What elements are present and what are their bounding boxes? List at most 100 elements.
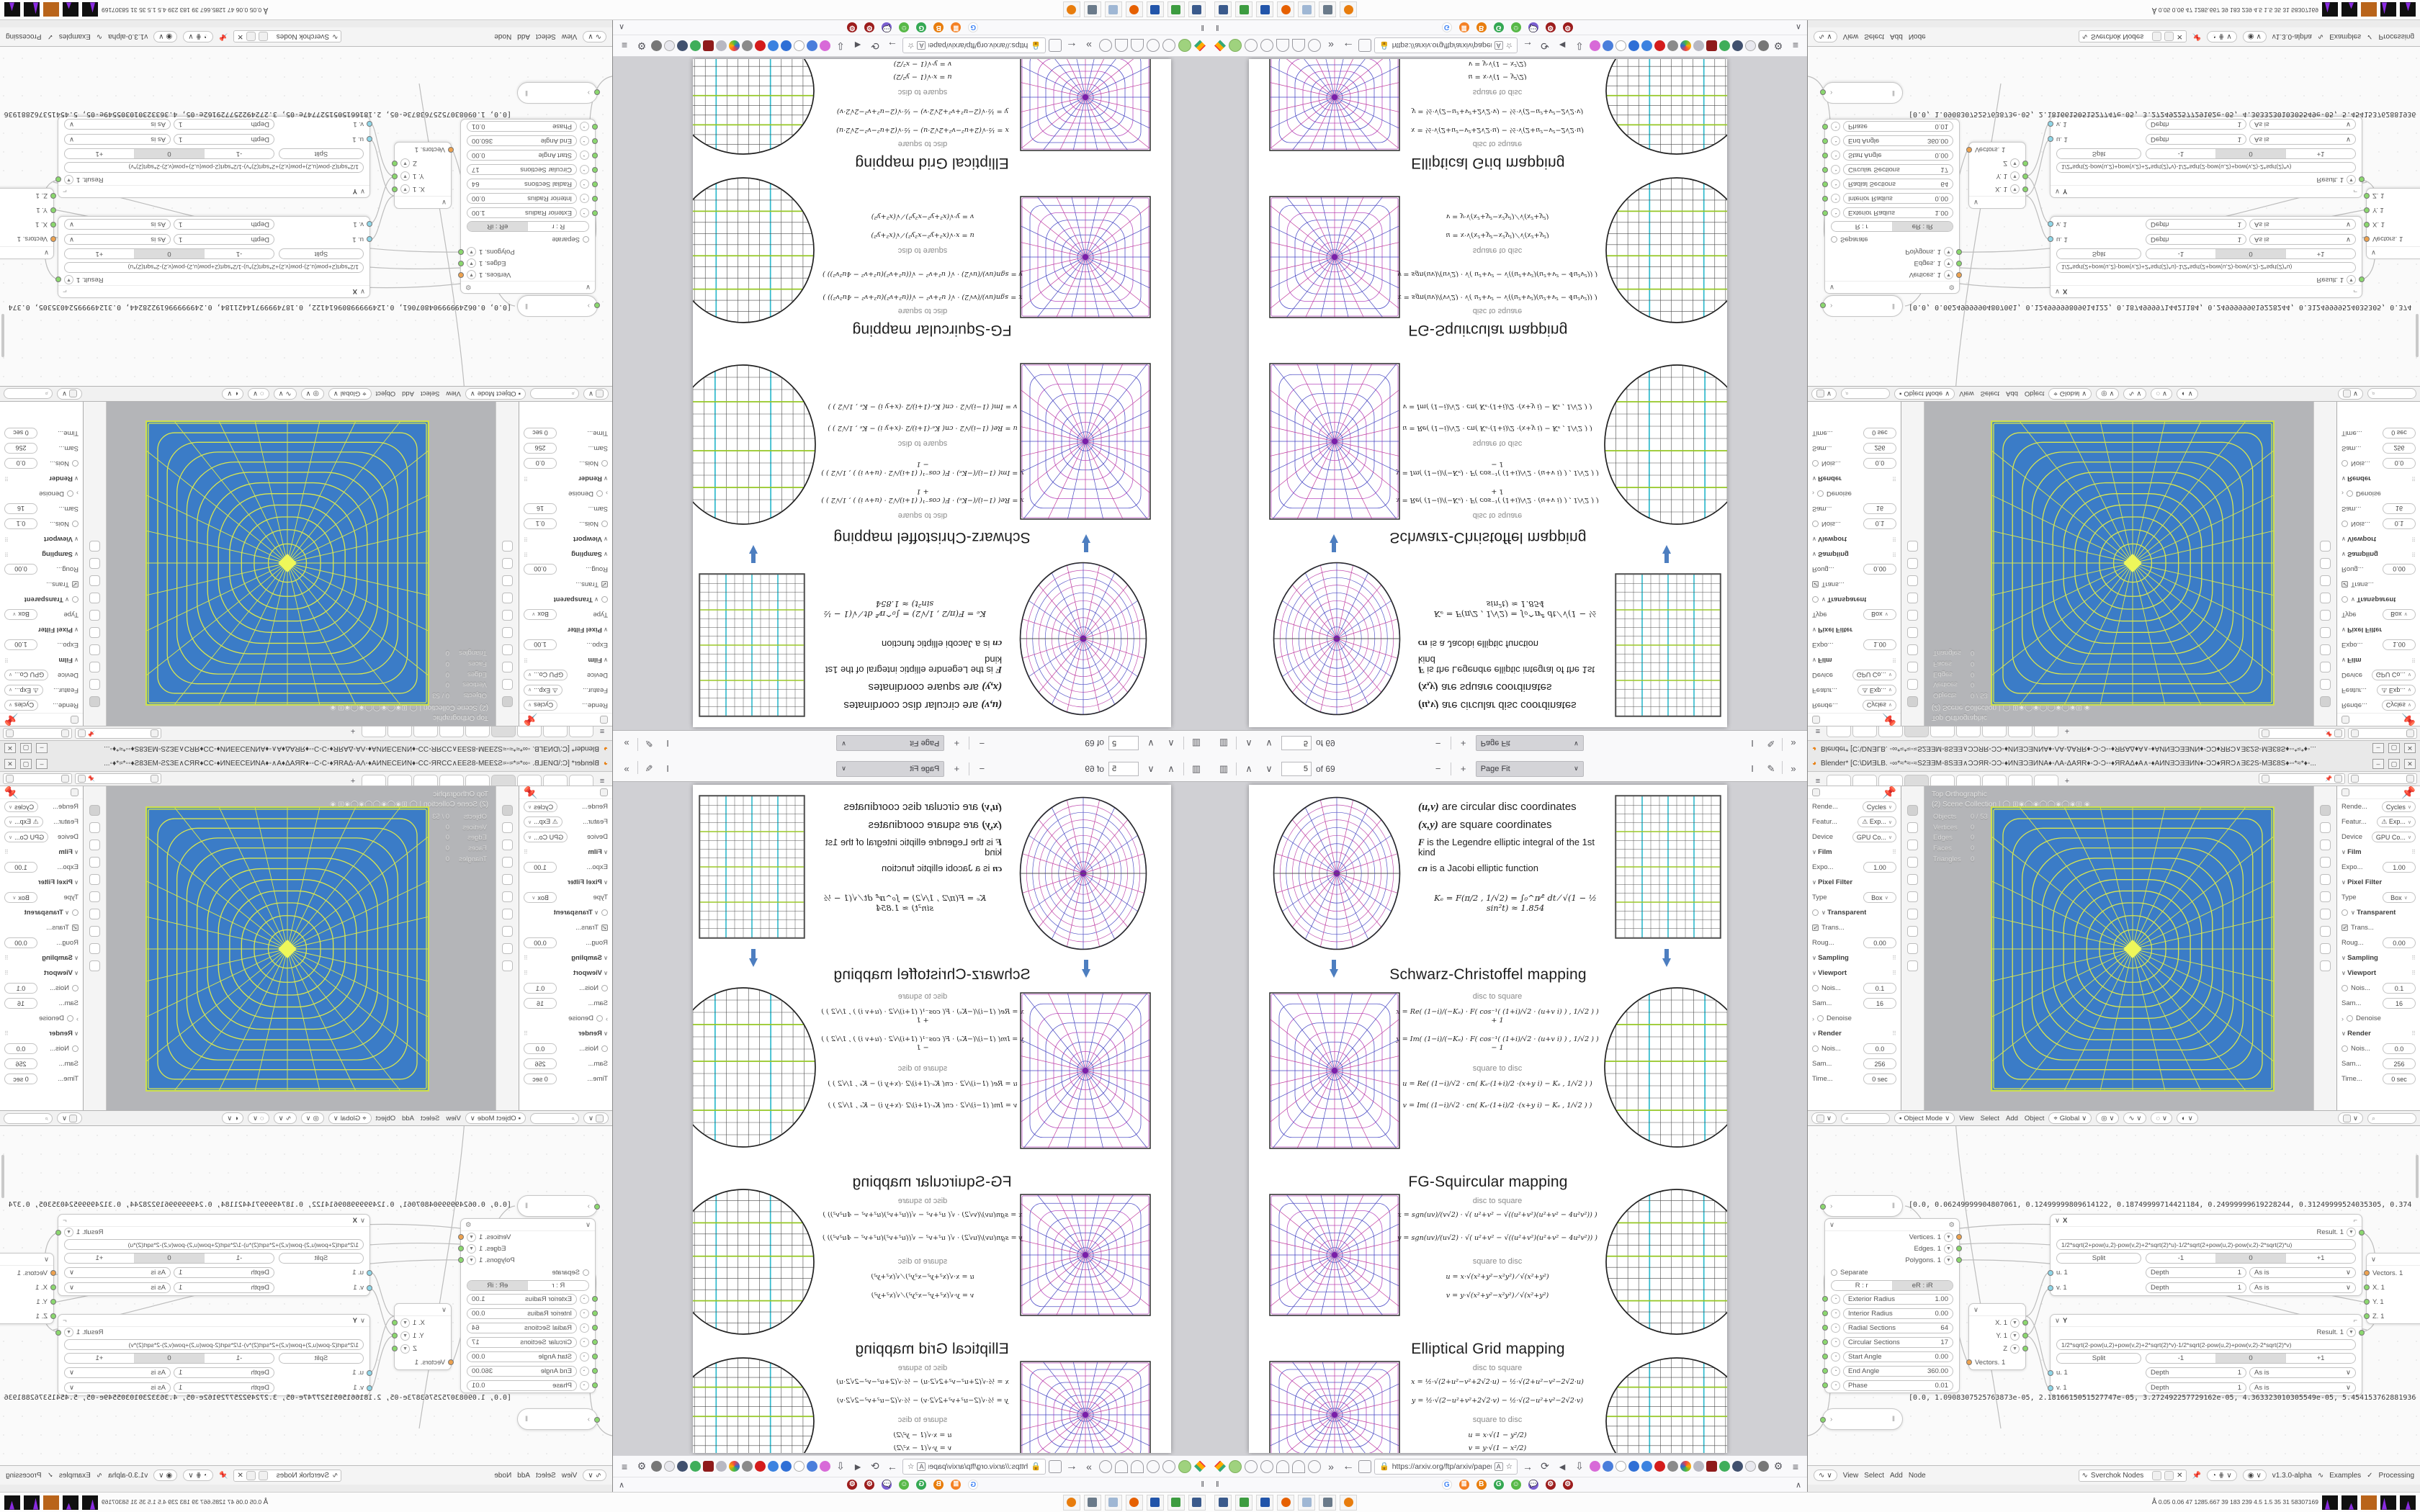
bookmark-smiley-icon[interactable]: ☺ (1510, 1480, 1521, 1490)
taskbar-firefox-icon[interactable] (1277, 1, 1294, 18)
wrap-zero-button[interactable]: 0 (2216, 1254, 2286, 1263)
radio-icon[interactable] (2347, 1015, 2353, 1022)
prop-row[interactable]: Expo... 1.00 (0, 637, 83, 652)
shading-toggle[interactable]: ◐ ∨ (222, 1112, 243, 1124)
prop-section-sampling[interactable]: Sampling (1808, 950, 1901, 966)
prop-section-film[interactable]: Film (1808, 845, 1901, 860)
text-select-icon[interactable]: I (666, 763, 669, 774)
hamburger-menu-icon[interactable]: ≡ (1792, 1460, 1799, 1472)
menu-select[interactable]: Select (420, 1114, 440, 1122)
tab-viewlayer-icon[interactable] (2320, 662, 2331, 672)
close-icon[interactable]: ✕ (2177, 32, 2183, 41)
prop-row[interactable]: Type Box (0, 890, 83, 905)
formula-node-x[interactable]: ∨ X ⌐ Result. 1 ▼ 1/2*sqrt(2+pow(u,2)-pow(v… (55, 1214, 372, 1296)
pinwheel-extension-icon[interactable] (1680, 40, 1691, 51)
settings-gear-icon[interactable]: ⚙ (637, 1460, 647, 1472)
tab-world-icon[interactable] (502, 627, 513, 638)
menu-view[interactable]: View (446, 390, 461, 398)
input-socket[interactable] (592, 138, 598, 144)
bookmark-stackoverflow-icon[interactable]: ≣ (1458, 1480, 1469, 1490)
input-socket[interactable] (1822, 1382, 1828, 1388)
formula-node-x[interactable]: ∨ X ⌐ Result. 1 ▼ 1/2*sqrt(2+pow(u,2)-pow(v… (2048, 1214, 2365, 1296)
prop-row[interactable]: Time... 0 sec (1808, 1071, 1901, 1086)
close-button[interactable]: ✕ (2404, 743, 2416, 754)
wand-extension-icon[interactable] (820, 40, 830, 51)
shading-toggle[interactable]: ◐ ∨ (2177, 388, 2198, 400)
viewport-3d[interactable]: Top Orthographic (2) Scene Collection | … (107, 786, 496, 1110)
sidebar-toggle-icon[interactable]: ▥ (1219, 738, 1229, 750)
prop-subsection-viewport[interactable]: Viewport (1808, 531, 1901, 546)
input-socket[interactable] (1822, 210, 1828, 216)
prop-subsection[interactable]: Transparent (1808, 905, 1901, 920)
translate-extension-icon[interactable] (1603, 1461, 1613, 1472)
tab-render-icon[interactable] (2320, 696, 2331, 707)
input-socket[interactable] (592, 210, 598, 216)
split-button[interactable]: Split (2056, 248, 2141, 259)
prop-section-sampling[interactable]: Sampling (1808, 546, 1901, 562)
prop-subsection[interactable]: Pixel Filter (0, 875, 83, 890)
close-button[interactable]: ✕ (4, 743, 16, 754)
forward-icon[interactable]: → (887, 1460, 897, 1472)
url-bar[interactable]: 🔒 https://arxiv.org/ftp/arxiv/papers/170… (1374, 37, 1518, 54)
tab-physics-icon[interactable] (2320, 575, 2331, 586)
search-input[interactable]: ⌕ (530, 388, 580, 400)
input-socket[interactable] (1822, 1368, 1828, 1374)
fake-user-icon[interactable] (258, 32, 268, 42)
editor-icon[interactable] (2341, 716, 2349, 724)
app-menu-icon[interactable]: ≡ (599, 726, 605, 735)
globe-icon[interactable] (1099, 39, 1112, 53)
collapsed-node[interactable]: › ‖ (1820, 295, 1903, 317)
bookmark-stackoverflow-icon[interactable]: ≣ (1458, 22, 1469, 32)
zoom-out-icon[interactable]: − (979, 763, 985, 774)
tab-scene-icon[interactable] (89, 644, 100, 655)
pin-icon[interactable]: 📌 (4, 786, 19, 799)
menu-select[interactable]: Select (1864, 1471, 1885, 1480)
page-up-icon[interactable]: ∧ (1168, 762, 1175, 774)
wrap-minus-button[interactable]: -1 (204, 249, 274, 258)
green-extension-icon[interactable] (690, 40, 701, 51)
vector-out-node[interactable]: ∨ X. 1 ▼ Y. 1 ▼ Z ▼ Vectors. 1 (1966, 142, 2028, 209)
bookmark-chat-icon[interactable]: 💬 (1528, 1480, 1538, 1490)
polygons-socket[interactable] (458, 1257, 464, 1263)
prop-row[interactable]: ✓ Trans... (575, 924, 608, 932)
u-socket[interactable] (367, 1269, 372, 1276)
forward-icon[interactable]: → (887, 40, 897, 52)
search-input[interactable]: ⌕ (1840, 388, 1890, 400)
workspace-tab[interactable] (1827, 775, 1851, 786)
prop-row[interactable]: Time... 0 sec (0, 1071, 83, 1086)
prop-subsection-viewport[interactable]: Viewport (519, 531, 612, 546)
prop-row[interactable]: Rende... Cycles (519, 698, 612, 713)
prop-section-film[interactable]: Film (519, 845, 612, 860)
tab-modifier-icon[interactable] (89, 909, 100, 919)
input-socket[interactable] (1822, 1325, 1828, 1331)
like-extension-icon[interactable] (1745, 1461, 1756, 1472)
radio-icon[interactable] (2341, 985, 2348, 991)
tab-scene-icon[interactable] (2320, 644, 2331, 655)
taskbar-card-icon[interactable] (1235, 1, 1252, 18)
processing-toggle[interactable]: Processing (2378, 32, 2414, 41)
overlay-toggle[interactable]: ◌ ∨ (247, 1112, 269, 1124)
history-arc-icon[interactable] (1292, 1459, 1305, 1473)
download-icon[interactable]: ⇩ (1575, 1460, 1584, 1472)
prop-row[interactable]: Featur... ⚠ Exp... (2337, 683, 2420, 698)
workspace-tab[interactable] (413, 726, 438, 737)
tab-world-icon[interactable] (1907, 874, 1918, 885)
tab-viewlayer-icon[interactable] (2320, 840, 2331, 850)
vectors-socket[interactable] (448, 1359, 454, 1365)
editor-type-button[interactable]: ∿ ∨ (1814, 31, 1837, 42)
z-socket[interactable] (392, 161, 398, 166)
prop-row[interactable]: ✓ Trans... (2341, 580, 2374, 588)
u-socket[interactable] (2048, 136, 2053, 143)
sverchok-node-editor[interactable]: › ‖ [0.0, 0.06249999904807061, 0.12499999… (1808, 1126, 2420, 1465)
viewlayer-selector[interactable] (2348, 728, 2417, 739)
prop-collapsed-denoise[interactable]: Denoise (2337, 1011, 2420, 1026)
green-extension-icon[interactable] (1719, 1461, 1730, 1472)
prop-row[interactable]: Sam... 256 (1808, 1056, 1901, 1071)
page-down-icon[interactable]: ∨ (1265, 738, 1273, 750)
vertices-socket[interactable] (1956, 1234, 1962, 1240)
wand-extension-icon[interactable] (1590, 40, 1600, 51)
prop-row[interactable]: Expo... 1.00 (519, 860, 612, 875)
prop-row[interactable]: Rende... Cycles (0, 799, 83, 814)
radio-icon[interactable] (596, 490, 603, 497)
add-workspace-icon[interactable]: + (2064, 726, 2070, 735)
